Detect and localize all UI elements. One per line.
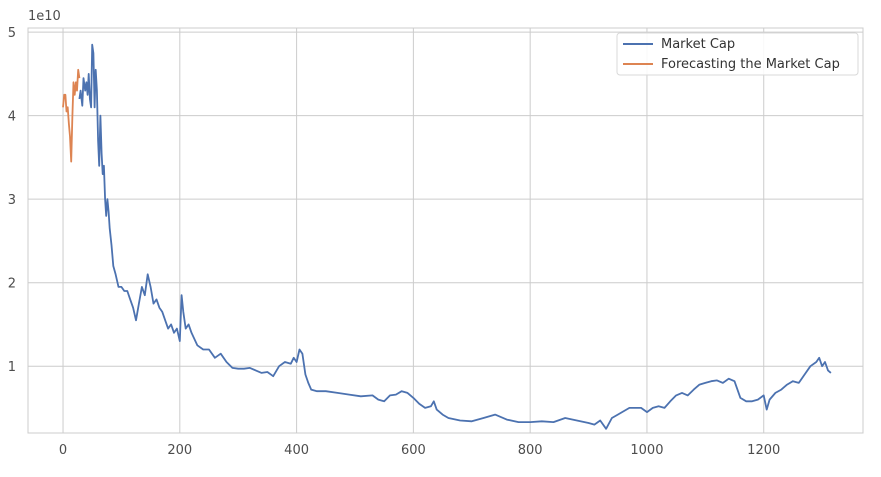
x-tick-labels: 0 200 400 600 800 1000 1200 (59, 443, 780, 458)
legend-label-market-cap: Market Cap (661, 37, 735, 52)
x-tick-label: 400 (284, 443, 309, 458)
x-tick-label: 200 (167, 443, 192, 458)
plot-background (28, 28, 863, 433)
legend-label-forecast: Forecasting the Market Cap (661, 57, 840, 72)
y-tick-label: 3 (8, 193, 16, 208)
x-tick-label: 1000 (630, 443, 663, 458)
x-gridlines (62, 28, 765, 433)
y-tick-labels: 1 2 3 4 5 (8, 26, 16, 375)
x-tick-label: 800 (518, 443, 543, 458)
legend-box (616, 32, 859, 76)
y-tick-label: 1 (8, 360, 16, 375)
y-gridlines (28, 31, 863, 367)
x-tick-label: 600 (401, 443, 426, 458)
series-line-forecast (62, 68, 81, 163)
y-tick-label: 2 (8, 277, 16, 292)
y-tick-label: 4 (8, 110, 16, 125)
plot-frame (27, 27, 864, 434)
y-tick-label: 5 (8, 26, 16, 41)
series-layer (62, 43, 832, 430)
x-tick-label: 0 (59, 443, 67, 458)
x-tick-label: 1200 (747, 443, 780, 458)
legend: Market Cap Forecasting the Market Cap (616, 32, 859, 76)
series-line-market-cap (78, 43, 832, 430)
y-axis-offset-label: 1e10 (28, 9, 61, 24)
